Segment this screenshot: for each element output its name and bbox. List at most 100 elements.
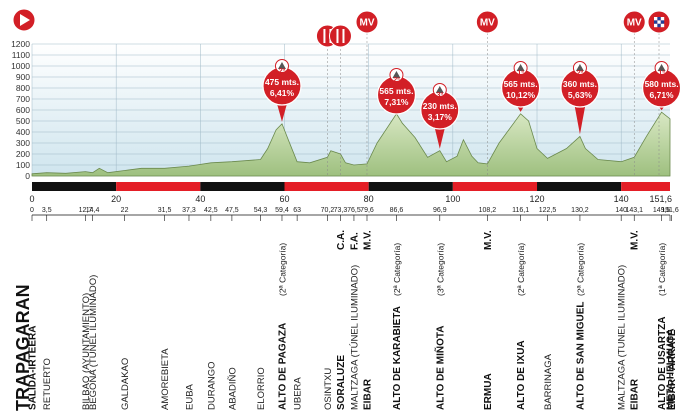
play-icon: [20, 14, 30, 26]
climb-badge: 1ª 580 mts.6,71%: [641, 61, 682, 111]
y-tick-label: 1100: [12, 50, 31, 60]
waypoint-label: ALTO DE MIÑOTA: [433, 326, 446, 410]
climb-altitude: 230 mts.: [423, 101, 457, 111]
km-tick-label: 63: [293, 207, 301, 214]
km-tick-label: 42,5: [204, 207, 218, 214]
waypoint-label: BEGOÑA (TÚNEL ILUMINADO): [88, 275, 99, 410]
checkered-flag-icon: [657, 20, 661, 24]
waypoint-label: GALDAKAO: [120, 358, 131, 410]
climb-altitude: 360 mts.: [563, 79, 597, 89]
km-tick-label: 76,5: [347, 207, 361, 214]
waypoint-symbol: M.V.: [630, 230, 641, 250]
peak-icon: [516, 64, 525, 71]
peak-icon: [575, 64, 584, 71]
sprint-icon: [622, 10, 646, 34]
checkered-flag-icon: [654, 20, 658, 24]
checkered-flag-icon: [660, 23, 665, 28]
scale-segment: [284, 182, 369, 191]
climb-badge: 3ª 230 mts.3,17%: [420, 83, 460, 149]
climb-gradient: 5,63%: [568, 90, 593, 100]
km-tick-label: 149,6: [653, 207, 671, 214]
scale-segment: [452, 182, 538, 191]
km-tick-label: 108,2: [479, 207, 497, 214]
scale-tick-label: 100: [445, 194, 460, 204]
waypoint-label: MALTZAGA (TÚNEL ILUMINADO): [349, 265, 360, 410]
feed-zone-icon: [328, 24, 352, 48]
climb-gradient: 3,17%: [428, 112, 453, 122]
waypoint-label: ABADIÑO: [227, 367, 238, 410]
waypoint-label: BILBAO (AYUNTAMIENTO): [81, 293, 92, 410]
waypoint-label: ERMUA: [483, 373, 494, 410]
sprint-label: MV: [359, 18, 374, 29]
finish-marker: [647, 10, 671, 34]
waypoint-label: EUBA: [184, 383, 195, 410]
scale-segment: [368, 182, 453, 191]
climb-badge: 2ª 360 mts.5,63%: [560, 61, 600, 135]
scale-tick-label: 0: [29, 194, 34, 204]
top-markers: MV MV MV: [12, 8, 671, 48]
waypoint-label: MALTZAGA (TUNEL ILUMINADO): [617, 265, 628, 410]
waypoint-label: BARRINAGA: [543, 353, 554, 410]
y-tick-label: 800: [16, 83, 30, 93]
waypoint-label: EIBAR: [630, 378, 641, 410]
climb-category-label: (2ª Categoría): [516, 243, 526, 296]
peak-icon: [435, 86, 444, 93]
km-tick-label: 143,1: [625, 207, 643, 214]
checkered-flag-icon: [657, 17, 661, 21]
distance-scale: 0 20 40 60 80 100 120 140 151,6: [29, 182, 672, 216]
waypoint-symbol: M.V.: [483, 230, 494, 250]
scale-tick-label: 80: [364, 194, 374, 204]
scale-segment: [200, 182, 285, 191]
climb-category: 2ª: [577, 70, 584, 77]
waypoint-label: ALTO DE SAN MIGUEL: [575, 301, 586, 410]
sprint-marker: MV: [355, 10, 379, 34]
climb-gradient: 7,31%: [384, 97, 409, 107]
checkered-flag-icon: [660, 20, 665, 24]
y-tick-label: 100: [16, 160, 30, 170]
waypoint-label: EIBAR: [362, 378, 373, 410]
climb-altitude: 580 mts.: [645, 79, 679, 89]
km-tick-label: 130,2: [571, 207, 589, 214]
km-tick-label: 54,3: [254, 207, 268, 214]
waypoint-symbol: F.A.: [349, 232, 360, 250]
sprint-label: MV: [627, 18, 642, 29]
climb-gradient: 10,12%: [506, 90, 535, 100]
km-tick-label: 31,5: [158, 207, 172, 214]
waypoint-label: SALIDA-IRTEERA: [28, 326, 39, 410]
climb-gradient: 6,71%: [650, 90, 675, 100]
y-tick-label: 400: [16, 127, 30, 137]
waypoint-symbol: M.V.: [362, 230, 373, 250]
waypoint-labels: 0 SALIDA-IRTEERA 3,5 RETUERTO 12,7 BILBAO (AY…: [28, 207, 679, 410]
scale-segment: [116, 182, 201, 191]
km-tick-label: 59,4: [275, 207, 289, 214]
climb-badge: 2ª 565 mts.7,31%: [376, 68, 417, 115]
climb-badge: 1ª 565 mts.10,12%: [501, 61, 541, 112]
climb-category-label: (1ª Categoría): [657, 243, 667, 296]
scale-tick-label: 60: [279, 194, 289, 204]
y-tick-label: 1000: [11, 61, 30, 71]
y-tick-label: 600: [16, 105, 30, 115]
scale-end-label: 151,6: [649, 194, 672, 204]
sprint-label: MV: [480, 18, 495, 29]
y-tick-label: 0: [25, 171, 30, 181]
waypoint-label: ELORRIO: [256, 367, 267, 410]
sprint-icon: [475, 10, 499, 34]
scale-segment: [537, 182, 622, 191]
scale-tick-label: 20: [111, 194, 121, 204]
km-tick-label: 22: [121, 207, 129, 214]
waypoint-label: ALTO DE PAGAZA: [277, 323, 288, 410]
waypoint-label: EIBAR - ARRATE: [667, 329, 678, 410]
start-town-label: TRAPAGARAN: [13, 284, 33, 411]
start-town: TRAPAGARAN: [13, 284, 33, 411]
climb-category-label: (2ª Categoría): [392, 243, 402, 296]
waypoint-symbol: C.A.: [336, 230, 347, 250]
km-tick-label: 70,2: [321, 207, 335, 214]
waypoint-label: ALTO DE KARABIETA: [392, 306, 403, 410]
climb-category: 2ª: [393, 77, 400, 84]
km-tick-label: 12,7: [79, 207, 93, 214]
climb-pointer: [433, 124, 446, 149]
sprint-marker: MV: [622, 10, 646, 34]
climb-category-label: (2ª Categoría): [277, 243, 287, 296]
peak-icon: [392, 71, 401, 78]
